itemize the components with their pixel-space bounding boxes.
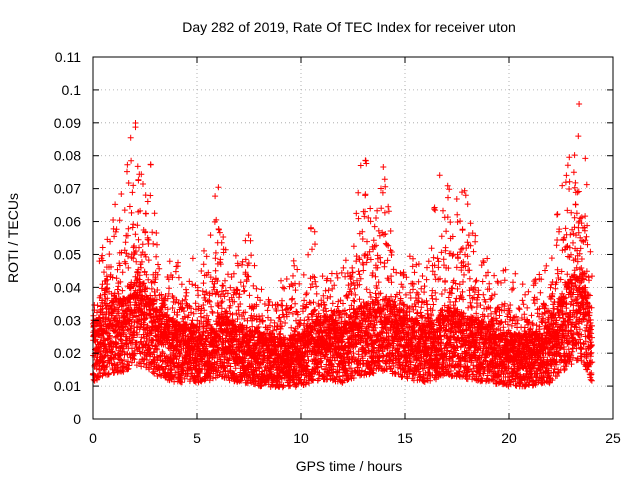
plot-frame (92, 56, 614, 420)
y-tick-label: 0.02 (54, 345, 81, 361)
x-tick-label: 15 (397, 430, 413, 446)
y-tick-label: 0.11 (55, 49, 81, 65)
y-tick-labels: 0 0.01 0.02 0.03 0.04 0.05 0.06 0.07 0.08 0.09 0.1… (54, 49, 81, 427)
x-tick-label: 0 (89, 430, 97, 446)
y-tick-label: 0.01 (54, 378, 81, 394)
y-axis-label: ROTI / TECUs (5, 193, 21, 283)
x-tick-labels: 0 5 10 15 20 25 (89, 430, 621, 446)
x-tick-label: 25 (605, 430, 621, 446)
x-tick-label: 10 (293, 430, 309, 446)
y-tick-label: 0.05 (54, 246, 81, 262)
x-tick-label: 20 (501, 430, 517, 446)
y-tick-label: 0.07 (54, 181, 81, 197)
y-tick-label: 0 (73, 411, 81, 427)
data-points (89, 101, 596, 391)
y-tick-label: 0.06 (54, 214, 81, 230)
x-tick-label: 5 (193, 430, 201, 446)
y-tick-label: 0.09 (54, 115, 81, 131)
axis-ticks (92, 56, 614, 420)
chart-title: Day 282 of 2019, Rate Of TEC Index for r… (182, 19, 516, 35)
y-tick-label: 0.04 (54, 279, 81, 295)
x-axis-label: GPS time / hours (296, 458, 403, 474)
roti-data-markers (89, 101, 596, 391)
y-tick-label: 0.1 (62, 82, 82, 98)
y-tick-label: 0.03 (54, 312, 81, 328)
y-tick-label: 0.08 (54, 148, 81, 164)
